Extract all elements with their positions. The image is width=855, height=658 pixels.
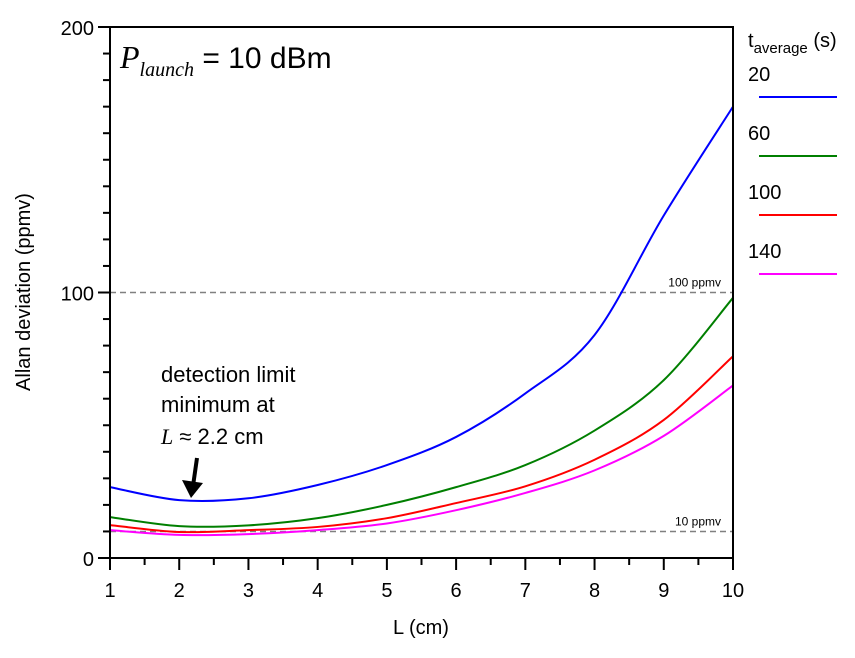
y-tick-label: 0: [83, 549, 94, 571]
series-line-100: [109, 355, 734, 534]
legend-label: 100: [748, 182, 781, 204]
legend-title: taverage (s): [748, 30, 837, 57]
x-tick-label: 8: [589, 580, 600, 602]
legend-label: 60: [748, 123, 770, 145]
x-tick-label: 10: [722, 580, 744, 602]
series-line-140: [109, 384, 734, 537]
y-tick-label: 100: [61, 284, 94, 306]
reference-line-label: 10 ppmv: [675, 514, 721, 528]
reference-line-label: 100 ppmv: [668, 276, 721, 290]
y-axis-label: Allan deviation (ppmv): [13, 193, 35, 391]
x-tick-label: 1: [104, 580, 115, 602]
x-tick-label: 7: [520, 580, 531, 602]
detection-limit-value: L ≈ 2.2 cm: [160, 424, 264, 449]
x-tick-label: 3: [243, 580, 254, 602]
series-line-60: [109, 297, 734, 528]
x-axis-label: L (cm): [393, 617, 449, 639]
detection-limit-annotation: detection limit minimum at: [161, 362, 302, 417]
series-line-20: [109, 106, 734, 503]
arrow-icon: [182, 457, 203, 498]
x-tick-label: 9: [658, 580, 669, 602]
legend-label: 20: [748, 64, 770, 86]
x-tick-label: 6: [451, 580, 462, 602]
y-tick-label: 200: [61, 18, 94, 40]
legend-label: 140: [748, 241, 781, 263]
x-tick-label: 5: [381, 580, 392, 602]
x-tick-label: 4: [312, 580, 323, 602]
launch-power-annotation: Plaunch = 10 dBm: [119, 39, 332, 81]
x-tick-label: 2: [174, 580, 185, 602]
